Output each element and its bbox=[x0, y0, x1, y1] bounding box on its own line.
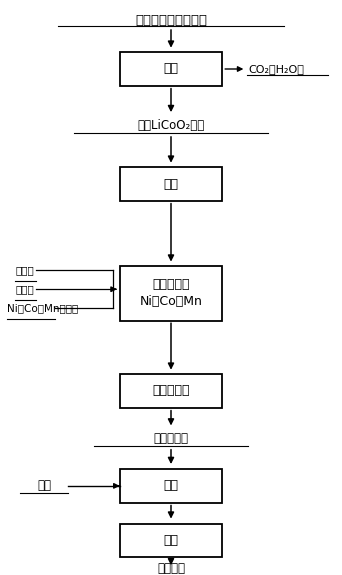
Text: 沉淀剂: 沉淀剂 bbox=[15, 265, 34, 275]
Text: 混合: 混合 bbox=[163, 480, 179, 492]
Text: 锂源: 锂源 bbox=[38, 480, 51, 492]
Bar bbox=[120, 524, 222, 557]
Text: 螯合剂: 螯合剂 bbox=[15, 284, 34, 294]
Text: 废旧LiCoO₂粉末: 废旧LiCoO₂粉末 bbox=[137, 119, 205, 132]
Text: 共沉淀包覆
Ni、Co、Mn: 共沉淀包覆 Ni、Co、Mn bbox=[140, 278, 202, 308]
Text: 复合前驱体: 复合前驱体 bbox=[154, 432, 188, 444]
Bar bbox=[120, 374, 222, 408]
Bar bbox=[120, 167, 222, 201]
Text: CO₂、H₂O等: CO₂、H₂O等 bbox=[248, 64, 304, 74]
Bar bbox=[120, 266, 222, 321]
Bar bbox=[120, 52, 222, 86]
Text: 废旧钴酸锂正极粉末: 废旧钴酸锂正极粉末 bbox=[135, 14, 207, 26]
Text: 正极材料: 正极材料 bbox=[157, 562, 185, 575]
Bar bbox=[120, 469, 222, 503]
Text: 洗涤、干燥: 洗涤、干燥 bbox=[152, 385, 190, 397]
Text: Ni、Co、Mn盐溶液: Ni、Co、Mn盐溶液 bbox=[7, 303, 78, 313]
Text: 分散: 分散 bbox=[163, 178, 179, 190]
Text: 煅烧: 煅烧 bbox=[163, 534, 179, 547]
Text: 煅烧: 煅烧 bbox=[163, 63, 179, 75]
